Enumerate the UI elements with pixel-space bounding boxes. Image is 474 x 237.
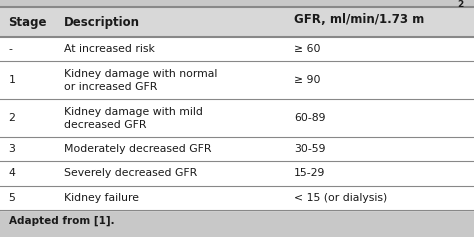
- Bar: [0, 99, 474, 137]
- Bar: [0, 137, 474, 161]
- Text: At increased risk: At increased risk: [64, 44, 155, 54]
- Text: Kidney damage with normal
or increased GFR: Kidney damage with normal or increased G…: [64, 69, 218, 92]
- Bar: [0, 7, 474, 37]
- Text: Moderately decreased GFR: Moderately decreased GFR: [64, 144, 211, 154]
- Text: Severely decreased GFR: Severely decreased GFR: [64, 169, 197, 178]
- Bar: [0, 186, 474, 210]
- Text: Adapted from [1].: Adapted from [1].: [9, 216, 114, 226]
- Text: 30-59: 30-59: [294, 144, 325, 154]
- Text: ≥ 90: ≥ 90: [294, 75, 320, 85]
- Text: 4: 4: [9, 169, 16, 178]
- Text: < 15 (or dialysis): < 15 (or dialysis): [294, 193, 387, 203]
- Bar: [0, 61, 474, 99]
- Text: Kidney damage with mild
decreased GFR: Kidney damage with mild decreased GFR: [64, 107, 203, 130]
- Text: 5: 5: [9, 193, 16, 203]
- Text: GFR, ml/min/1.73 m: GFR, ml/min/1.73 m: [294, 13, 424, 26]
- Text: 2: 2: [9, 113, 16, 123]
- Text: -: -: [9, 44, 12, 54]
- Text: ≥ 60: ≥ 60: [294, 44, 320, 54]
- Text: Stage: Stage: [9, 16, 47, 29]
- Bar: [0, 161, 474, 186]
- Text: Description: Description: [64, 16, 140, 29]
- Bar: [0, 37, 474, 61]
- Text: Kidney failure: Kidney failure: [64, 193, 139, 203]
- Text: 3: 3: [9, 144, 16, 154]
- Text: 15-29: 15-29: [294, 169, 325, 178]
- Text: 1: 1: [9, 75, 16, 85]
- Text: 2: 2: [457, 0, 464, 9]
- Text: 60-89: 60-89: [294, 113, 325, 123]
